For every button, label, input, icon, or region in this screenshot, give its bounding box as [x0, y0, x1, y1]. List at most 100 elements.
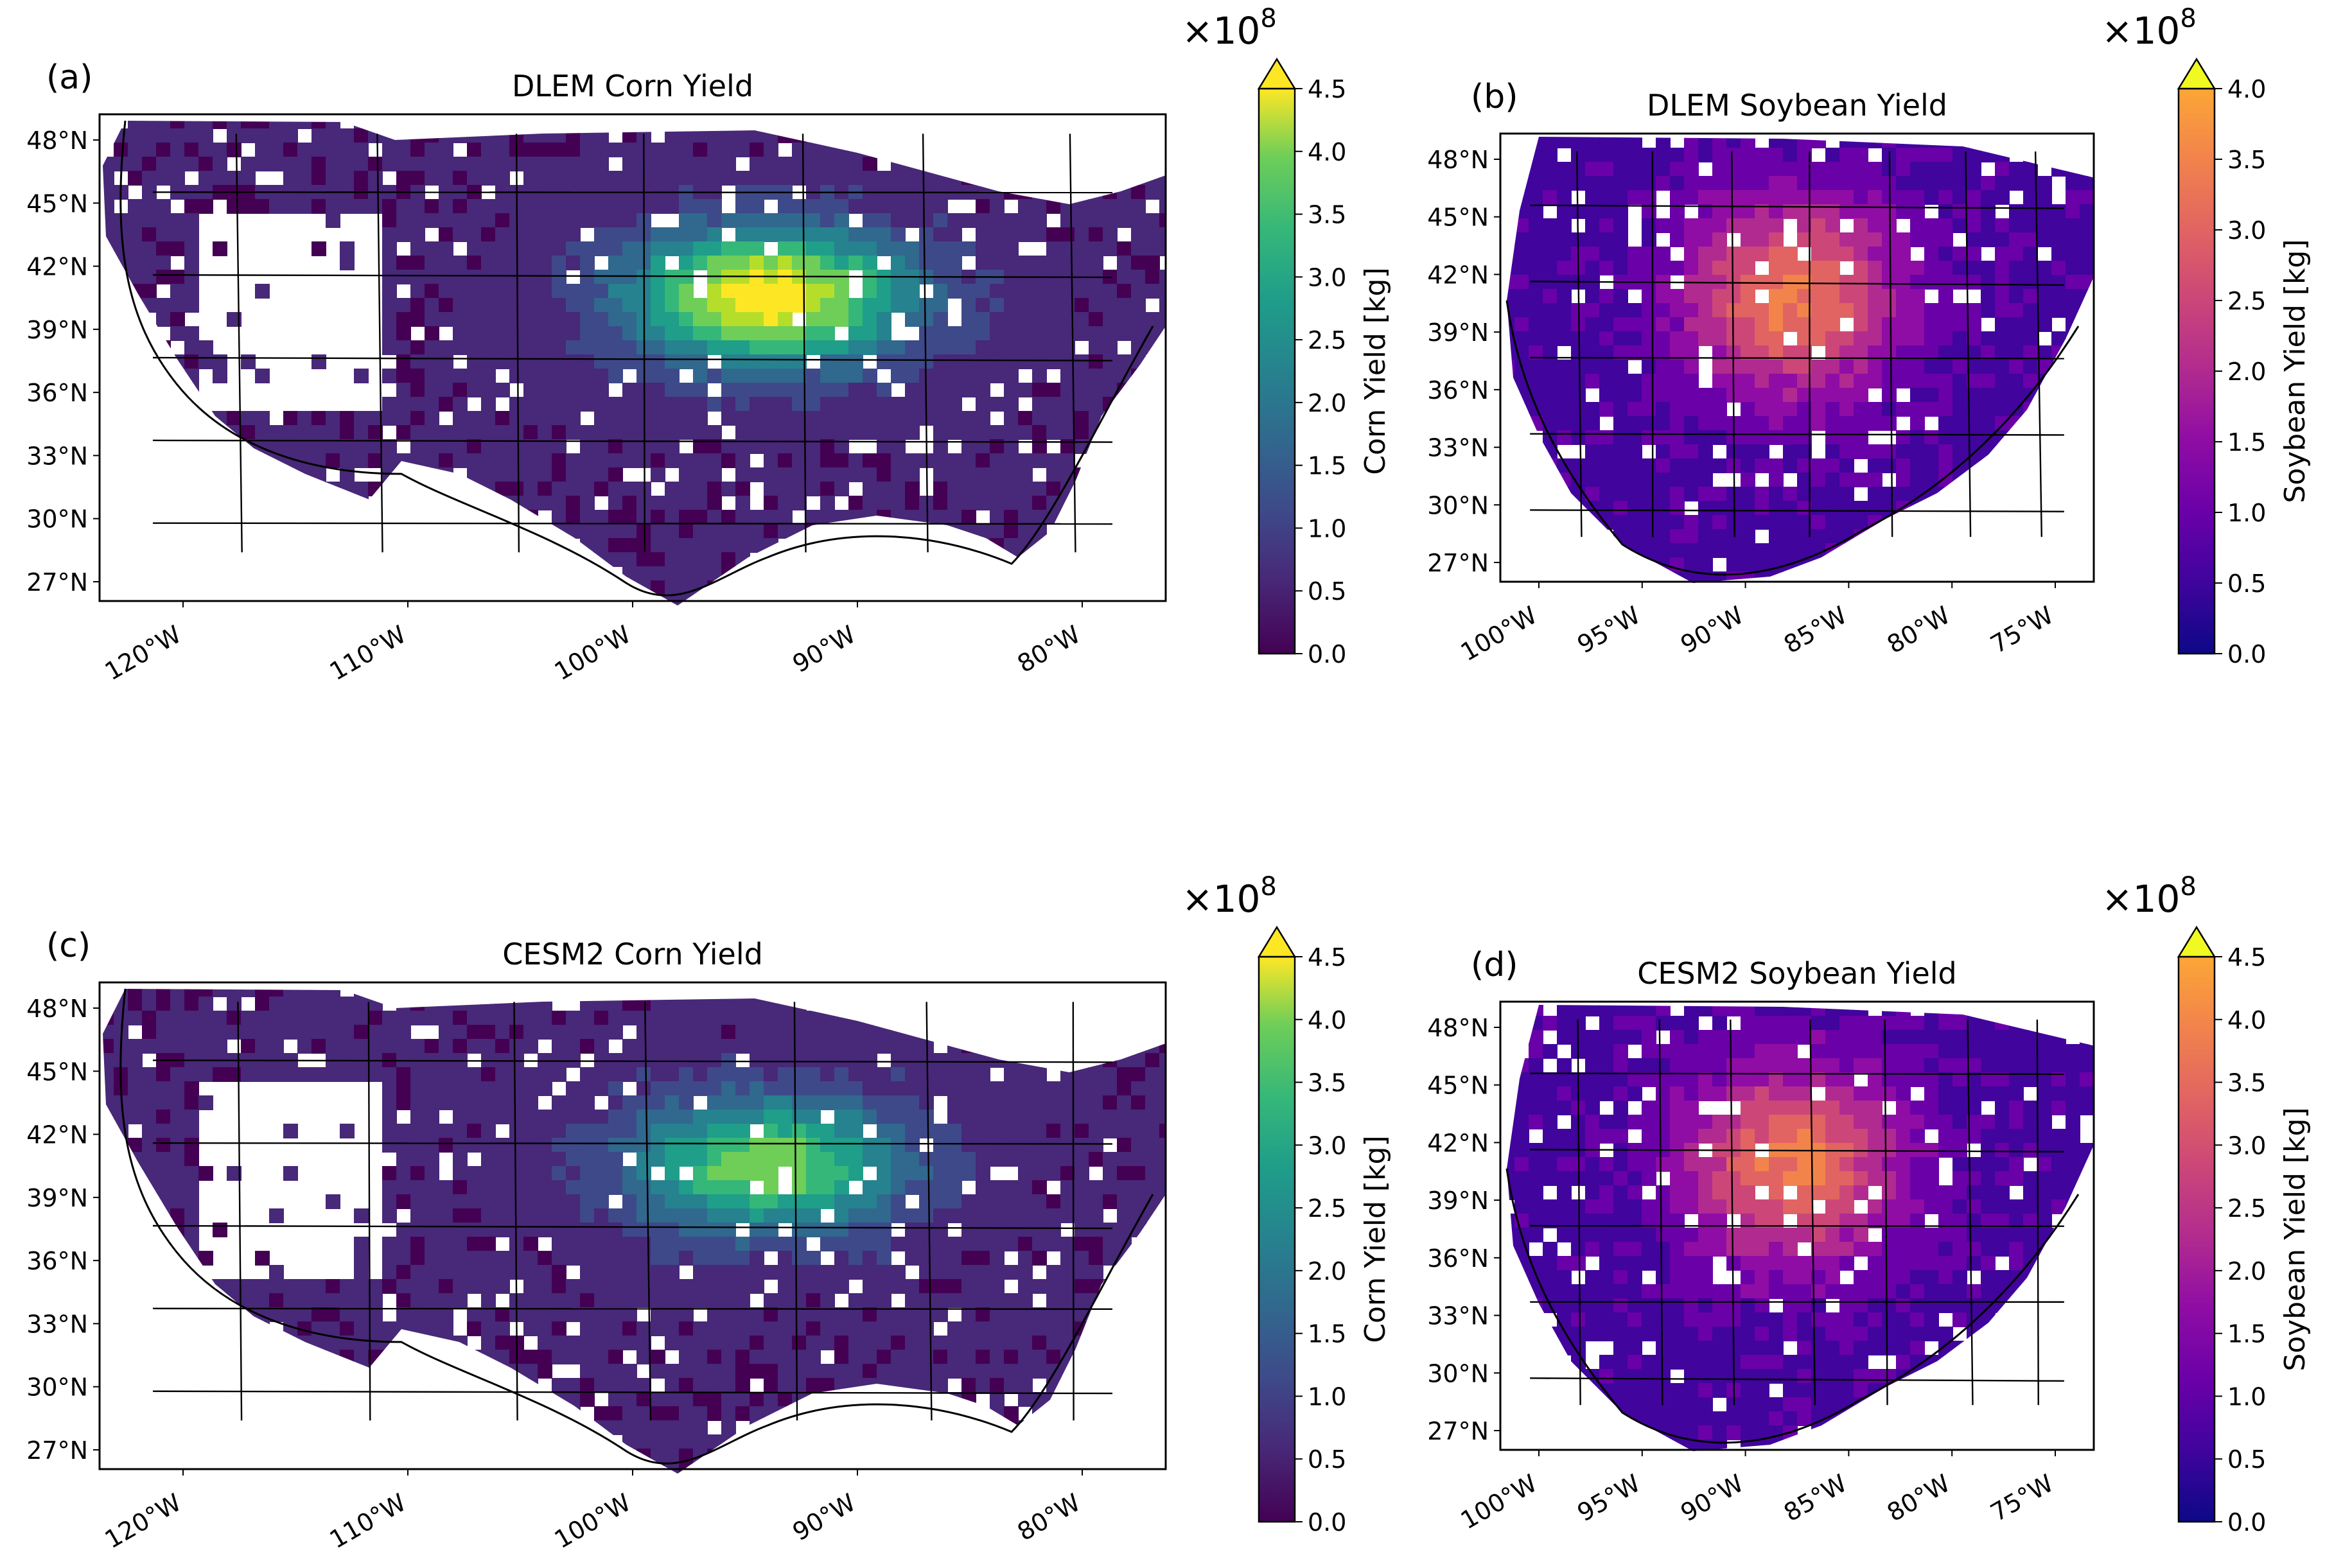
colorbar-label: Soybean Yield [kg]	[2279, 1107, 2312, 1371]
colorbar-tick-label: 2.5	[1308, 326, 1346, 354]
lon-tick-label: 80°W	[1013, 620, 1085, 679]
lon-tick-label: 80°W	[1882, 1469, 1955, 1528]
lon-tick-label: 100°W	[550, 620, 636, 686]
colorbar-tick-label: 2.0	[2227, 358, 2266, 386]
colorbar-label: Corn Yield [kg]	[1359, 1135, 1392, 1343]
lat-tick-label: 39°N	[26, 316, 88, 344]
colorbar-exponent-base: ×10	[1182, 9, 1260, 53]
colorbar-tick-label: 1.0	[2227, 499, 2266, 527]
colorbar-gradient	[1258, 955, 1296, 1523]
colorbar-exponent: ×108	[2101, 4, 2197, 53]
colorbar-tick-label: 2.5	[2227, 1194, 2266, 1223]
lat-tick-label: 39°N	[1427, 1187, 1489, 1215]
lon-tick-label: 80°W	[1882, 601, 1955, 659]
colorbar-tick-label: 3.0	[2227, 1131, 2266, 1160]
lat-tick-label: 33°N	[26, 1310, 88, 1338]
lon-tick-label: 120°W	[100, 620, 186, 686]
colorbar: 0.0 0.5 1.0 1.5 2.0 2.5 3.0 3.5 4.0 4.5 ×108 Corn Y…	[1182, 872, 1392, 1537]
colorbar-tick-label: 0.0	[1308, 1508, 1346, 1537]
coastline	[1505, 300, 2080, 576]
colorbar-label: Corn Yield [kg]	[1359, 267, 1392, 475]
colorbar-tick-label: 2.5	[2227, 287, 2266, 315]
lat-tick-label: 36°N	[26, 1247, 88, 1275]
lon-tick-label: 85°W	[1779, 601, 1852, 659]
colorbar-tick-label: 0.5	[2227, 570, 2266, 598]
state-boundaries	[152, 134, 1113, 553]
colorbar-tick-label: 3.0	[1308, 263, 1346, 292]
lat-tick-label: 30°N	[1427, 491, 1489, 519]
colorbar-tick-label: 4.5	[1308, 75, 1346, 103]
colorbar-exponent-base: ×10	[1182, 877, 1260, 921]
lat-tick-label: 33°N	[26, 442, 88, 470]
map-panel-a: (a) DLEM Corn Yield 48°N 45°N 42°N 39°N 36°N 33…	[26, 4, 1392, 686]
lon-tick-label: 95°W	[1572, 601, 1645, 659]
lon-tick-label: 80°W	[1013, 1488, 1085, 1547]
lat-tick-label: 39°N	[1427, 318, 1489, 347]
lon-tick-label: 90°W	[1676, 1469, 1748, 1528]
colorbar-tick-label: 0.0	[2227, 640, 2266, 668]
colorbar-exponent-power: 8	[1260, 872, 1276, 902]
colorbar-exponent-power: 8	[1260, 4, 1276, 33]
lat-tick-label: 42°N	[1427, 1129, 1489, 1157]
lat-tick-label: 39°N	[26, 1184, 88, 1212]
lat-tick-label: 33°N	[1427, 434, 1489, 462]
lat-tick-label: 42°N	[1427, 261, 1489, 289]
map-panel-b: (b) DLEM Soybean Yield 48°N 45°N 42°N 39°N 36°…	[1427, 4, 2312, 668]
colorbar: 0.0 0.5 1.0 1.5 2.0 2.5 3.0 3.5 4.0 4.5 ×108 Corn Y…	[1182, 4, 1392, 668]
colorbar-extend-arrow	[1257, 925, 1297, 958]
colorbar-exponent: ×108	[1182, 4, 1277, 53]
colorbar-tick-label: 3.0	[1308, 1131, 1346, 1160]
map-area	[1499, 132, 2095, 583]
lon-tick-label: 100°W	[550, 1488, 636, 1555]
map-panel-c: (c) CESM2 Corn Yield 48°N 45°N 42°N 39°N 36°N 3…	[26, 872, 1392, 1554]
colorbar-tick-label: 1.5	[1308, 452, 1346, 480]
panel-title: CESM2 Corn Yield	[502, 937, 763, 971]
colorbar-tick-label: 3.5	[2227, 146, 2266, 174]
map-frame	[1499, 132, 2095, 583]
lat-tick-label: 42°N	[26, 253, 88, 281]
colorbar-tick-label: 4.5	[1308, 943, 1346, 971]
colorbar-gradient	[2177, 955, 2216, 1523]
colorbar-tick-label: 0.5	[1308, 577, 1346, 605]
colorbar-tick-label: 2.0	[1308, 389, 1346, 417]
colorbar-tick-label: 2.0	[2227, 1257, 2266, 1285]
panel-letter: (a)	[46, 58, 92, 97]
lat-tick-label: 45°N	[1427, 1072, 1489, 1100]
panel-title: DLEM Soybean Yield	[1647, 88, 1947, 123]
colorbar-tick-label: 4.0	[2227, 75, 2266, 103]
colorbar-tick-label: 4.0	[2227, 1006, 2266, 1034]
state-boundaries	[152, 1002, 1113, 1421]
colorbar-tick-label: 2.5	[1308, 1194, 1346, 1223]
lat-tick-label: 33°N	[1427, 1302, 1489, 1330]
lon-tick-label: 90°W	[788, 620, 861, 679]
lon-tick-label: 75°W	[1986, 601, 2058, 659]
colorbar-tick-label: 3.5	[2227, 1069, 2266, 1097]
panel-title: DLEM Corn Yield	[512, 69, 753, 103]
lat-tick-label: 30°N	[1427, 1359, 1489, 1388]
colorbar-exponent-base: ×10	[2101, 9, 2180, 53]
colorbar-tick-label: 0.5	[1308, 1445, 1346, 1474]
colorbar-tick-label: 4.0	[1308, 138, 1346, 166]
colorbar-tick-label: 0.0	[2227, 1508, 2266, 1537]
lat-tick-label: 27°N	[26, 1436, 88, 1465]
colorbar-exponent: ×108	[2101, 872, 2197, 921]
colorbar-exponent-power: 8	[2180, 4, 2196, 33]
colorbar-tick-label: 0.0	[1308, 640, 1346, 668]
colorbar-extend-arrow	[2177, 925, 2216, 958]
colorbar: 0.0 0.5 1.0 1.5 2.0 2.5 3.0 3.5 4.0 4.5 ×108 Soybea…	[2101, 872, 2312, 1537]
colorbar-tick-label: 1.5	[1308, 1320, 1346, 1348]
state-boundaries	[1530, 1019, 2064, 1406]
lon-tick-label: 110°W	[325, 620, 411, 686]
lat-tick-label: 48°N	[26, 995, 88, 1023]
panel-letter: (c)	[46, 927, 91, 965]
lat-tick-label: 27°N	[1427, 1417, 1489, 1445]
colorbar-gradient	[1258, 87, 1296, 655]
colorbar-tick-label: 1.0	[1308, 514, 1346, 543]
colorbar-gradient	[2177, 87, 2216, 655]
lon-tick-label: 100°W	[1456, 1469, 1542, 1535]
map-panel-d: (d) CESM2 Soybean Yield 48°N 45°N 42°N 39°N 36…	[1427, 872, 2312, 1537]
colorbar-label: Soybean Yield [kg]	[2279, 239, 2312, 503]
colorbar-tick-label: 1.5	[2227, 1320, 2266, 1348]
lon-tick-label: 120°W	[100, 1488, 186, 1555]
